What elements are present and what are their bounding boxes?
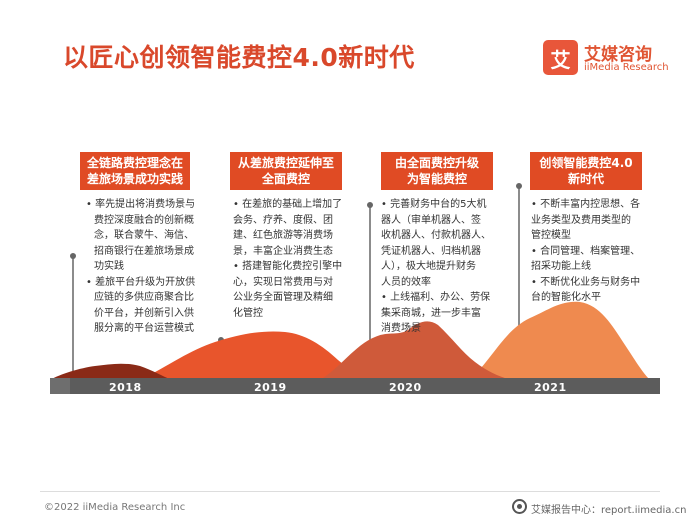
mountain-2018 [50, 363, 172, 380]
footer-copyright: ©2022 iiMedia Research Inc [44, 502, 186, 513]
list-item: 管控模型 [531, 230, 571, 241]
list-item: • 率先提出将消费场景与 [86, 199, 196, 210]
list-item: 台的智能化水平 [531, 292, 601, 303]
pin-dot-2021 [516, 183, 522, 189]
list-item: 人员的效率 [381, 276, 431, 288]
brand-name-en: iiMedia Research [584, 62, 669, 73]
year-label-2020: 2020 [389, 381, 422, 394]
list-item: • 合同管理、档案管理、 [531, 245, 641, 257]
text-block-2020: • 完善财务中台的5大机 器人（审单机器人、签 收机器人、付款机器人、 凭证机器… [381, 197, 506, 337]
list-item: 功实践 [94, 261, 124, 272]
list-item: 招采功能上线 [531, 261, 591, 272]
text-block-2019: • 在差旅的基础上增加了 会务、疗养、度假、团 建、红色旅游等消费场 景，丰富企… [233, 197, 355, 321]
year-label-2021: 2021 [534, 381, 567, 394]
list-item: • 不断优化业务与财务中 [531, 276, 641, 288]
list-item: 价平台，并创新引入供 [94, 307, 194, 319]
footer-divider [40, 491, 660, 492]
list-item: 建、红色旅游等消费场 [233, 230, 333, 241]
heading-2018: 全链路费控理念在 差旅场景成功实践 [80, 152, 190, 190]
timeline-bar [50, 378, 660, 394]
list-item: 器人（审单机器人、签 [381, 214, 481, 226]
list-item: 招商银行在差旅场景成 [94, 245, 194, 257]
list-item: 景，丰富企业消费生态 [233, 245, 333, 257]
brand-name-cn: 艾媒咨询 [584, 45, 652, 65]
list-item: 消费场景 [381, 323, 421, 334]
timeline-bar-end-left [50, 378, 70, 394]
brand-logo-block: 艾 艾媒咨询 iiMedia Research [543, 40, 683, 76]
list-item: 人），极大地提升财务 [381, 261, 476, 272]
list-item: 凭证机器人、归档机器 [381, 245, 481, 257]
heading-2020: 由全面费控升级 为智能费控 [381, 152, 493, 190]
mountain-2021 [470, 301, 650, 380]
list-item: • 上线福利、办公、劳保 [381, 292, 491, 303]
logo-glyph: 艾 [550, 48, 571, 72]
list-item: 集采商城，进一步丰富 [381, 307, 481, 319]
text-block-2021: • 不断丰富内控思想、各 业务类型及费用类型的 管控模型 • 合同管理、档案管理… [531, 197, 661, 306]
list-item: 念，联合蒙牛、海信、 [94, 230, 194, 241]
footer-source-text[interactable]: 艾媒报告中心：report.iimedia.cn [531, 505, 687, 516]
list-item: 会务、疗养、度假、团 [233, 214, 333, 226]
page-title: 以匠心创领智能费控4.0新时代 [63, 43, 415, 72]
text-block-2018: • 率先提出将消费场景与 费控深度融合的创新概 念，联合蒙牛、海信、 招商银行在… [86, 197, 206, 337]
list-item: • 差旅平台升级为开放供 [86, 276, 196, 288]
mountain-2019 [140, 331, 365, 380]
iimedia-logo-icon: 艾 [543, 40, 578, 75]
list-item: 心，实现日常费用与对 [233, 276, 333, 288]
list-item: 应链的多供应商聚合比 [94, 292, 194, 303]
list-item: 业务类型及费用类型的 [531, 214, 631, 226]
pin-dot-2020 [367, 202, 373, 208]
list-item: 化管控 [233, 307, 263, 319]
list-item: • 在差旅的基础上增加了 [233, 199, 343, 210]
list-item: • 搭建智能化费控引擎中 [233, 261, 343, 272]
heading-2021: 创领智能费控4.0 新时代 [530, 152, 642, 190]
year-label-2018: 2018 [109, 381, 142, 394]
list-item: 服分离的平台运营模式 [94, 323, 194, 334]
list-item: • 不断丰富内控思想、各 [531, 199, 641, 210]
list-item: 费控深度融合的创新概 [94, 214, 194, 226]
list-item: 公业务全面管理及精细 [233, 292, 333, 303]
mountain-2020 [320, 321, 512, 380]
report-center-icon [512, 499, 527, 514]
year-label-2019: 2019 [254, 381, 287, 394]
heading-2019: 从差旅费控延伸至 全面费控 [230, 152, 342, 190]
pin-dot-2018 [70, 253, 76, 259]
list-item: • 完善财务中台的5大机 [381, 199, 487, 210]
list-item: 收机器人、付款机器人、 [381, 230, 491, 241]
